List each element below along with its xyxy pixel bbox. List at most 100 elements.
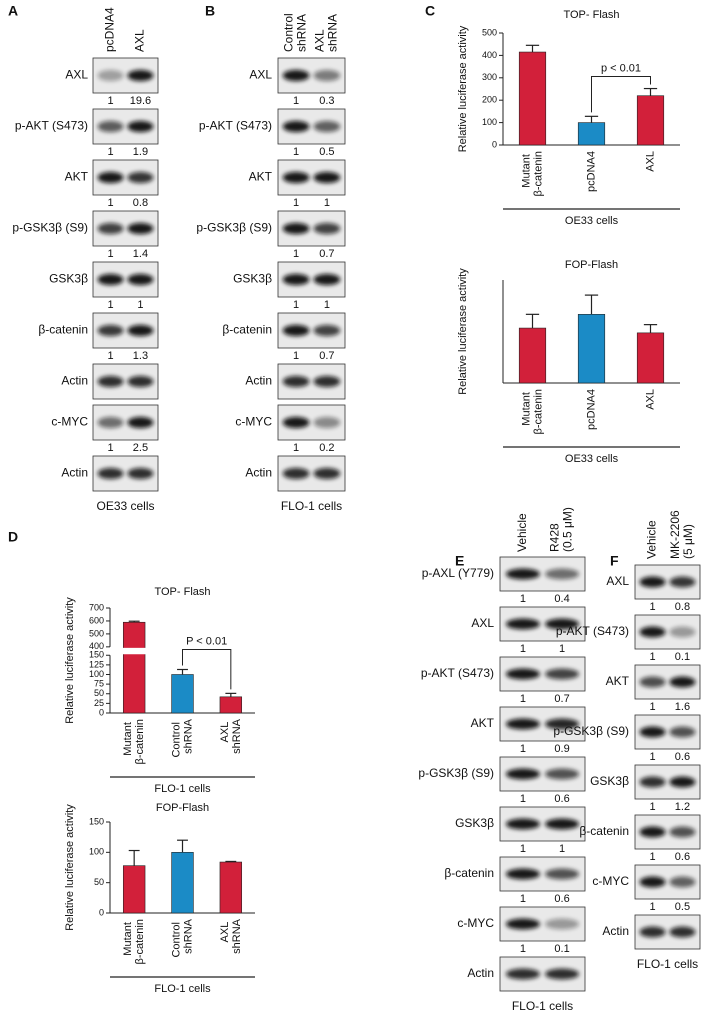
band	[282, 375, 310, 388]
band	[313, 273, 341, 286]
bar	[122, 621, 146, 714]
bar	[577, 122, 606, 146]
quantification: 0.4	[554, 593, 569, 605]
bar	[171, 674, 194, 714]
protein-label: Actin	[245, 466, 272, 480]
x-axis-label: FLO-1 cells	[154, 983, 211, 995]
y-tick-label: 200	[482, 95, 497, 105]
x-tick-label: Mutant β-catenin	[520, 389, 544, 434]
protein-label: AXL	[65, 68, 88, 82]
y-tick-label: 125	[89, 659, 104, 669]
quantification: 1	[107, 299, 113, 311]
quantification: 1	[520, 593, 526, 605]
bar	[122, 865, 146, 914]
bar	[171, 852, 194, 914]
band	[127, 324, 154, 337]
quantification: 1	[293, 248, 299, 260]
bar	[219, 696, 243, 714]
cell-line-label: FLO-1 cells	[281, 499, 342, 513]
y-tick-label: 0	[99, 707, 104, 717]
quantification: 1	[520, 693, 526, 705]
panel-letter: A	[8, 3, 18, 19]
band	[505, 718, 540, 730]
x-tick-label: pcDNA4	[585, 151, 597, 192]
quantification: 1	[649, 751, 655, 763]
cell-line-label: FLO-1 cells	[637, 957, 698, 971]
cell-line-label: FLO-1 cells	[512, 999, 573, 1013]
panel-letter: F	[610, 553, 619, 569]
quantification: 1	[107, 350, 113, 362]
band	[97, 273, 124, 286]
lane-label: R428 (0.5 μM)	[548, 507, 575, 552]
y-tick-label: 150	[89, 650, 104, 660]
bar	[577, 314, 606, 384]
quantification: 1.4	[133, 248, 148, 260]
panel-letter: B	[205, 3, 215, 19]
band	[639, 876, 666, 888]
lane-label: MK-2206 (5 μM)	[668, 507, 695, 559]
lane-label: AXL shRNA	[312, 14, 339, 52]
y-axis-label: Relative luciferase activity	[457, 268, 469, 395]
quantification: 1	[520, 743, 526, 755]
band	[505, 918, 540, 930]
band	[669, 776, 696, 788]
band	[669, 826, 696, 838]
band	[639, 576, 666, 588]
band	[97, 416, 124, 429]
band	[669, 576, 696, 588]
band	[505, 818, 540, 830]
protein-label: AKT	[606, 674, 630, 688]
y-tick-label: 0	[492, 139, 497, 149]
protein-label: β-catenin	[38, 323, 88, 337]
protein-label: p-AXL (Y779)	[422, 566, 494, 580]
band	[669, 926, 696, 938]
quantification: 1	[137, 299, 143, 311]
protein-label: p-AKT (S473)	[556, 624, 629, 638]
band	[639, 826, 666, 838]
x-tick-label: Control shRNA	[170, 718, 194, 757]
band	[127, 375, 154, 388]
x-tick-label: Mutant β-catenin	[122, 719, 146, 764]
quantification: 1.3	[133, 350, 148, 362]
protein-label: p-AKT (S473)	[199, 119, 272, 133]
protein-label: p-AKT (S473)	[421, 666, 494, 680]
quantification: 1.9	[133, 146, 148, 158]
band	[97, 467, 124, 480]
lane-label: pcDNA4	[103, 7, 117, 52]
band	[282, 69, 310, 82]
protein-label: β-catenin	[579, 824, 629, 838]
protein-label: GSK3β	[233, 272, 272, 286]
protein-label: AXL	[471, 616, 494, 630]
quantification: 1	[293, 146, 299, 158]
x-axis-label: FLO-1 cells	[154, 783, 211, 795]
bar	[636, 332, 665, 384]
protein-label: AXL	[606, 574, 629, 588]
band	[127, 171, 154, 184]
band	[545, 818, 580, 830]
y-tick-label: 500	[482, 27, 497, 37]
band	[282, 273, 310, 286]
cell-line-label: OE33 cells	[96, 499, 154, 513]
lane-label: Control shRNA	[282, 10, 309, 52]
significance-label: p < 0.01	[601, 62, 641, 74]
quantification: 1	[649, 601, 655, 613]
x-tick-label: Control shRNA	[170, 918, 194, 957]
band	[313, 324, 341, 337]
protein-label: c-MYC	[235, 415, 272, 429]
protein-label: Actin	[602, 924, 629, 938]
quantification: 1	[293, 299, 299, 311]
quantification: 19.6	[130, 95, 151, 107]
quantification: 1	[649, 651, 655, 663]
significance-bracket	[591, 76, 651, 113]
quantification: 0.1	[675, 651, 690, 663]
band	[313, 171, 341, 184]
quantification: 0.7	[554, 693, 569, 705]
band	[282, 120, 310, 133]
quantification: 1.2	[675, 801, 690, 813]
band	[545, 968, 580, 980]
quantification: 1	[520, 843, 526, 855]
protein-label: Actin	[467, 966, 494, 980]
x-tick-label: AXL	[644, 151, 656, 172]
band	[313, 120, 341, 133]
